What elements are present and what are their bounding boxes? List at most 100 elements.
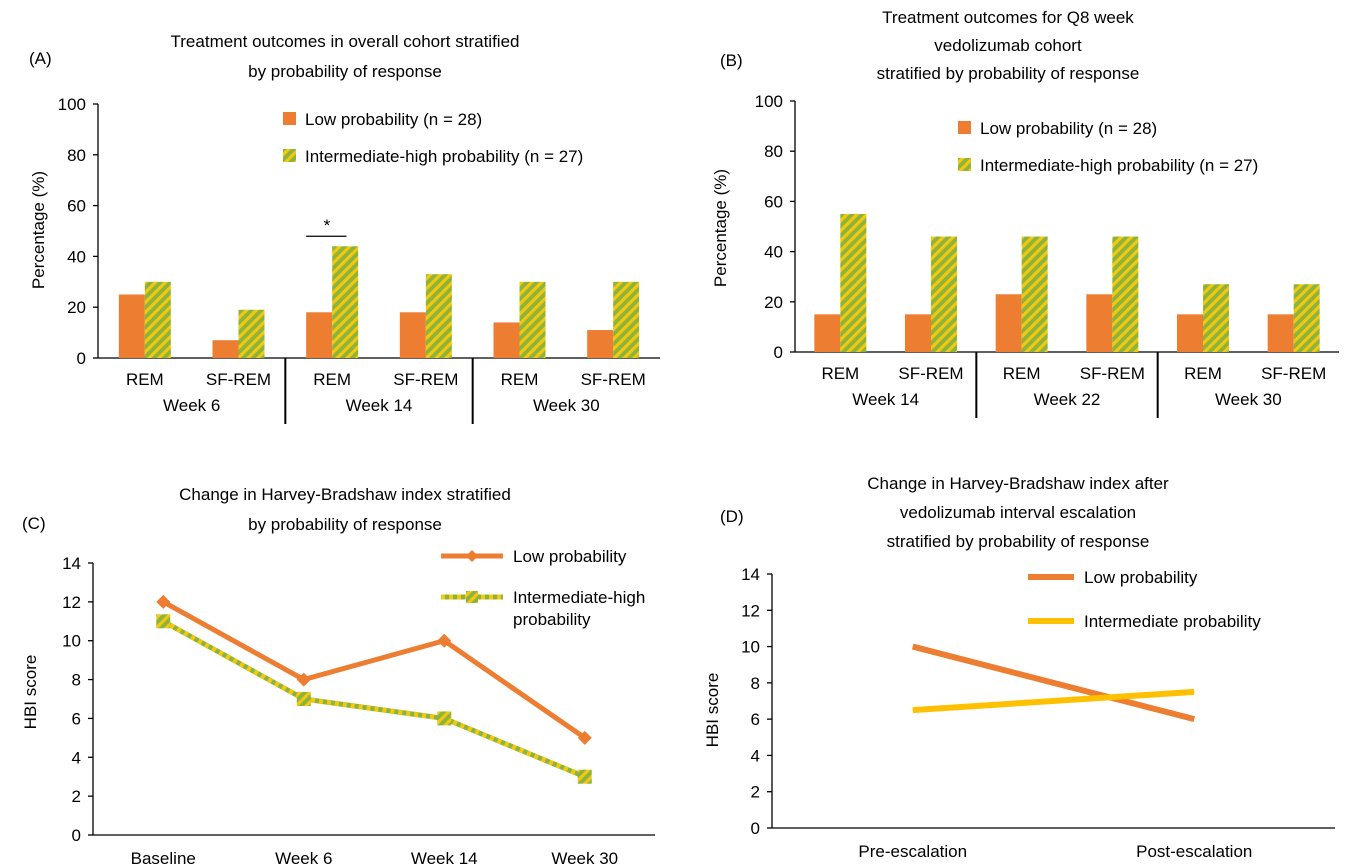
panel-label-a: (A) xyxy=(29,49,52,68)
significance-mark-a: * xyxy=(324,216,331,235)
x-tick-label-a: REM xyxy=(501,370,539,389)
y-tick-label-b: 20 xyxy=(764,293,783,312)
bar-a xyxy=(332,246,359,358)
y-tick-label-b: 0 xyxy=(774,343,783,362)
legend-marker-c xyxy=(466,591,478,603)
y-tick-label-c: 4 xyxy=(72,748,81,767)
legend-label-a: Low probability (n = 28) xyxy=(305,110,482,129)
bar-b xyxy=(840,213,867,352)
bar-b xyxy=(1293,284,1320,352)
y-axis-label-c: HBI score xyxy=(21,655,40,730)
chart-title-a-line-2: by probability of response xyxy=(248,62,442,81)
bar-b xyxy=(1021,236,1048,352)
series-line-d xyxy=(912,643,1195,723)
bar-a xyxy=(144,281,171,358)
x-tick-label-a: REM xyxy=(126,370,164,389)
x-tick-label-d: Pre-escalation xyxy=(858,842,967,861)
chart-title-c-line-2: by probability of response xyxy=(248,515,442,534)
y-tick-label-d: 12 xyxy=(741,601,760,620)
plot-area-c: 0 2 4 6 8 10 12 14 Baseline Week 6 Week 14 Week 30 L… xyxy=(62,547,655,867)
group-label-a: Week 14 xyxy=(346,396,413,415)
bar-a xyxy=(519,281,546,358)
x-tick-label-c: Week 30 xyxy=(551,849,618,867)
y-tick-label-a: 0 xyxy=(77,349,86,368)
x-tick-label-a: SF-REM xyxy=(206,370,271,389)
bar-a xyxy=(238,309,265,358)
data-point-c xyxy=(156,614,171,629)
bar-b xyxy=(1112,236,1139,352)
chart-panel-b: (B) Treatment outcomes for Q8 week vedol… xyxy=(711,8,1339,418)
y-tick-label-d: 10 xyxy=(741,638,760,657)
panel-label-b: (B) xyxy=(720,51,743,70)
data-point-c xyxy=(577,769,592,784)
panel-label-d: (D) xyxy=(720,507,744,526)
legend-label-a: Intermediate-high probability (n = 27) xyxy=(305,147,583,166)
legend-marker-c xyxy=(466,550,478,562)
bar-b xyxy=(905,314,931,352)
bar-b xyxy=(814,314,841,352)
y-tick-label-a: 80 xyxy=(67,146,86,165)
y-tick-label-c: 6 xyxy=(72,709,81,728)
x-tick-label-b: SF-REM xyxy=(1261,364,1326,383)
legend-label-d: Intermediate probability xyxy=(1084,612,1261,631)
bar-a xyxy=(118,294,145,358)
x-tick-label-a: SF-REM xyxy=(581,370,646,389)
series-line-c xyxy=(162,619,586,780)
y-tick-label-c: 12 xyxy=(62,593,81,612)
series-line-c xyxy=(162,599,587,740)
bar-a xyxy=(399,312,426,358)
bar-b xyxy=(931,236,957,352)
data-point-c xyxy=(437,711,452,726)
y-tick-label-c: 2 xyxy=(72,787,81,806)
y-tick-label-d: 4 xyxy=(751,746,760,765)
chart-panel-c: (C) Change in Harvey-Bradshaw index stra… xyxy=(21,485,655,867)
chart-panel-a: (A) Treatment outcomes in overall cohort… xyxy=(29,32,660,424)
data-point-c xyxy=(296,672,311,687)
chart-title-a-line-1: Treatment outcomes in overall cohort str… xyxy=(171,32,520,51)
group-label-a: Week 30 xyxy=(533,396,600,415)
legend-label-c: Low probability xyxy=(513,547,627,566)
legend-label-b: Intermediate-high probability (n = 27) xyxy=(980,156,1258,175)
group-label-b: Week 22 xyxy=(1034,390,1101,409)
bar-b xyxy=(1267,314,1294,352)
chart-title-b-line-3: stratified by probability of response xyxy=(877,64,1140,83)
x-tick-label-b: SF-REM xyxy=(1080,364,1145,383)
plot-area-a: 0 20 40 60 80 100 REM SF-REM REM SF-REM REM SF-REM W… xyxy=(58,95,660,424)
group-label-b: Week 30 xyxy=(1215,390,1282,409)
chart-title-d-line-1: Change in Harvey-Bradshaw index after xyxy=(867,474,1169,493)
y-axis-label-b: Percentage (%) xyxy=(711,169,730,287)
bar-a xyxy=(425,274,452,358)
bar-b xyxy=(995,294,1022,352)
x-tick-label-b: REM xyxy=(1184,364,1222,383)
chart-title-d-line-2: vedolizumab interval escalation xyxy=(900,503,1136,522)
chart-title-b-line-1: Treatment outcomes for Q8 week xyxy=(882,8,1134,27)
panel-label-c: (C) xyxy=(22,514,46,533)
bar-a xyxy=(306,312,333,358)
y-axis-label-a: Percentage (%) xyxy=(29,171,48,289)
x-tick-label-a: REM xyxy=(313,370,351,389)
chart-title-c-line-1: Change in Harvey-Bradshaw index stratifi… xyxy=(179,485,511,504)
series-line-d xyxy=(912,688,1195,714)
plot-area-b: 0 20 40 60 80 100 REM SF-REM REM SF-REM REM SF-REM W… xyxy=(755,92,1339,418)
bar-a xyxy=(587,330,614,358)
series-line-stripe-c xyxy=(162,619,586,780)
legend-swatch-a xyxy=(283,149,296,162)
chart-title-d-line-3: stratified by probability of response xyxy=(887,532,1150,551)
y-tick-label-d: 14 xyxy=(741,565,760,584)
x-tick-label-d: Post-escalation xyxy=(1136,842,1252,861)
y-tick-label-c: 8 xyxy=(72,671,81,690)
y-tick-label-a: 60 xyxy=(67,197,86,216)
x-tick-label-a: SF-REM xyxy=(393,370,458,389)
y-tick-label-a: 40 xyxy=(67,247,86,266)
bar-b xyxy=(1177,314,1203,352)
data-point-c xyxy=(296,692,311,706)
y-tick-label-c: 14 xyxy=(62,554,81,573)
y-tick-label-b: 40 xyxy=(764,243,783,262)
y-tick-label-b: 60 xyxy=(764,192,783,211)
legend-swatch-a xyxy=(283,112,296,125)
y-tick-label-a: 20 xyxy=(67,298,86,317)
legend-label-c: probability xyxy=(513,610,591,629)
y-tick-label-d: 6 xyxy=(751,710,760,729)
x-tick-label-b: SF-REM xyxy=(898,364,963,383)
